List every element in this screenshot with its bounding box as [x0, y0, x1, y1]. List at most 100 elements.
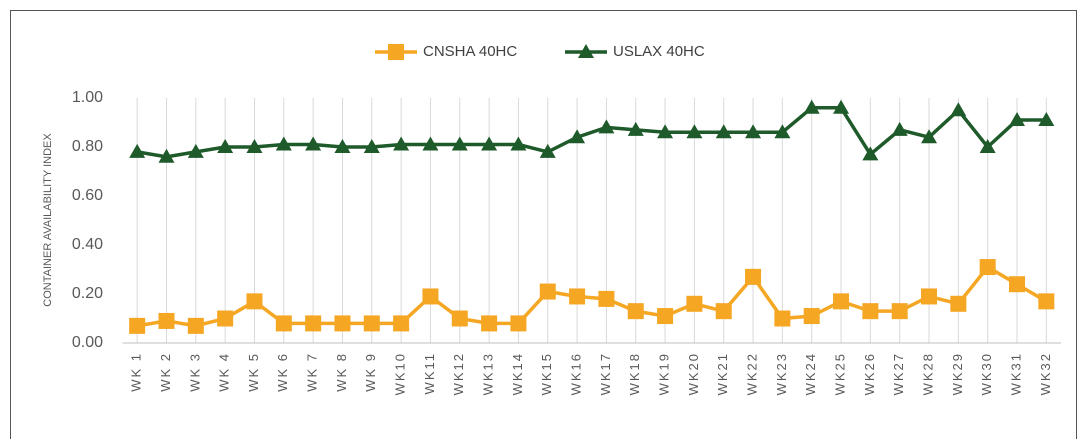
x-tick-label: WK28: [920, 352, 935, 395]
point-marker: [979, 259, 996, 276]
point-marker: [686, 124, 703, 139]
x-tick-label: WK16: [569, 352, 584, 395]
point-marker: [334, 139, 351, 153]
legend-marker: [388, 44, 404, 60]
point-marker: [921, 288, 938, 305]
x-tick-label: WK 2: [158, 352, 173, 392]
x-tick-label: WK30: [979, 352, 994, 395]
point-marker: [862, 146, 879, 161]
point-marker: [451, 136, 468, 151]
point-marker: [305, 136, 322, 151]
point-marker: [745, 268, 762, 285]
point-marker: [246, 139, 263, 153]
point-marker: [217, 139, 234, 153]
point-marker: [833, 99, 850, 114]
x-tick-label: WK 8: [334, 352, 349, 392]
point-marker: [774, 124, 791, 139]
point-marker: [1009, 276, 1026, 293]
point-marker: [363, 315, 380, 332]
x-tick-label: WK18: [627, 352, 642, 395]
point-marker: [246, 293, 263, 310]
y-tick-label: 0.00: [72, 334, 103, 351]
point-marker: [217, 310, 234, 327]
point-marker: [891, 303, 908, 320]
point-marker: [569, 288, 586, 305]
point-marker: [158, 148, 175, 163]
point-marker: [715, 303, 732, 320]
point-marker: [158, 312, 175, 329]
point-marker: [275, 315, 292, 332]
point-marker: [774, 310, 791, 327]
legend-label: CNSHA 40HC: [423, 43, 517, 60]
point-marker: [510, 315, 527, 332]
point-marker: [129, 143, 146, 158]
x-tick-label: WK20: [686, 352, 701, 395]
point-marker: [598, 119, 615, 134]
frame: [10, 10, 1077, 439]
point-marker: [305, 315, 322, 332]
point-marker: [539, 143, 556, 158]
x-tick-label: WK22: [744, 352, 759, 395]
point-marker: [334, 315, 351, 332]
point-marker: [481, 136, 498, 151]
point-marker: [569, 129, 586, 144]
point-marker: [657, 308, 674, 325]
point-marker: [1009, 112, 1026, 127]
x-tick-label: WK31: [1008, 352, 1023, 395]
x-tick-label: WK26: [862, 352, 877, 395]
legend-marker: [578, 44, 594, 58]
x-tick-label: WK14: [510, 352, 525, 395]
point-marker: [422, 288, 439, 305]
series-line: [136, 106, 1047, 159]
y-tick-label: 0.20: [72, 285, 103, 302]
x-tick-label: WK32: [1038, 352, 1053, 395]
point-marker: [627, 121, 644, 136]
x-tick-label: WK27: [891, 352, 906, 395]
point-marker: [803, 99, 820, 114]
x-tick-label: WK11: [422, 352, 437, 394]
x-tick-label: WK 7: [305, 352, 320, 392]
point-marker: [891, 121, 908, 136]
x-tick-label: WK 5: [246, 352, 261, 392]
x-tick-label: WK21: [715, 352, 730, 395]
point-marker: [745, 124, 762, 139]
point-marker: [921, 129, 938, 144]
y-tick-label: 0.80: [72, 138, 103, 155]
point-marker: [1038, 112, 1055, 127]
x-tick-label: WK29: [950, 352, 965, 395]
point-marker: [539, 283, 556, 300]
point-marker: [950, 102, 967, 117]
point-marker: [627, 303, 644, 320]
x-tick-label: WK12: [451, 352, 466, 395]
point-marker: [979, 139, 996, 153]
point-marker: [950, 295, 967, 312]
point-marker: [598, 290, 615, 307]
point-marker: [275, 136, 292, 151]
point-marker: [862, 303, 879, 320]
y-axis-label: CONTAINER AVAILABILITY INDEX: [42, 133, 54, 307]
point-marker: [393, 315, 410, 332]
point-marker: [657, 124, 674, 139]
legend-label: USLAX 40HC: [613, 43, 705, 60]
point-marker: [187, 143, 204, 158]
x-tick-label: WK17: [598, 352, 613, 395]
x-tick-label: WK 4: [217, 352, 232, 392]
series-line: [136, 264, 1048, 328]
point-marker: [833, 293, 850, 310]
point-marker: [686, 295, 703, 312]
x-tick-label: WK13: [481, 352, 496, 395]
x-tick-label: WK 6: [275, 352, 290, 392]
point-marker: [803, 308, 820, 325]
x-tick-label: WK10: [393, 352, 408, 395]
x-tick-label: WK 9: [363, 352, 378, 392]
point-marker: [481, 315, 498, 332]
x-tick-label: WK 3: [187, 352, 202, 392]
point-marker: [422, 136, 439, 151]
point-marker: [187, 317, 204, 334]
y-tick-label: 0.60: [72, 187, 103, 204]
x-tick-label: WK19: [657, 352, 672, 395]
point-marker: [129, 317, 146, 334]
point-marker: [715, 124, 732, 139]
x-tick-label: WK25: [832, 352, 847, 395]
